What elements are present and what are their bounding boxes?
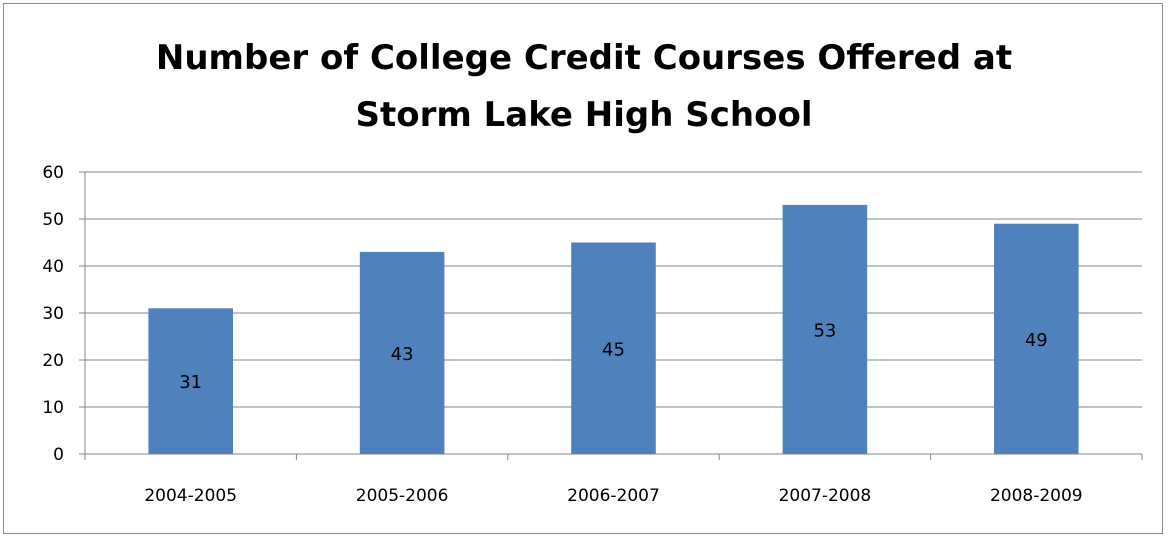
x-tick-label: 2008-2009 [990, 486, 1083, 506]
chart-title-line-2: Storm Lake High School [355, 95, 813, 135]
bar-2004-2005 [148, 308, 233, 454]
y-tick-label: 40 [42, 257, 64, 277]
x-tick-label: 2007-2008 [779, 486, 872, 506]
data-label: 31 [179, 372, 202, 393]
chart-title-line-1: Number of College Credit Courses Offered… [155, 38, 1013, 78]
y-tick-label: 20 [42, 351, 64, 371]
data-label: 43 [391, 344, 414, 365]
x-tick-label: 2004-2005 [144, 486, 237, 506]
y-tick-label: 60 [42, 163, 64, 183]
data-label: 49 [1025, 330, 1048, 351]
y-tick-label: 0 [53, 445, 64, 465]
data-label: 53 [813, 320, 836, 341]
chart-title: Number of College Credit Courses Offered… [4, 30, 1164, 144]
bar-2007-2008 [782, 204, 868, 454]
bar-2008-2009 [994, 223, 1079, 454]
y-tick-label: 50 [42, 210, 64, 230]
data-label: 45 [602, 339, 625, 360]
y-tick-label: 10 [42, 398, 64, 418]
bar-2006-2007 [571, 242, 656, 454]
x-tick-label: 2005-2006 [356, 486, 449, 506]
bar-2005-2006 [359, 251, 445, 454]
y-tick-label: 30 [42, 304, 64, 324]
x-tick-label: 2006-2007 [567, 486, 660, 506]
